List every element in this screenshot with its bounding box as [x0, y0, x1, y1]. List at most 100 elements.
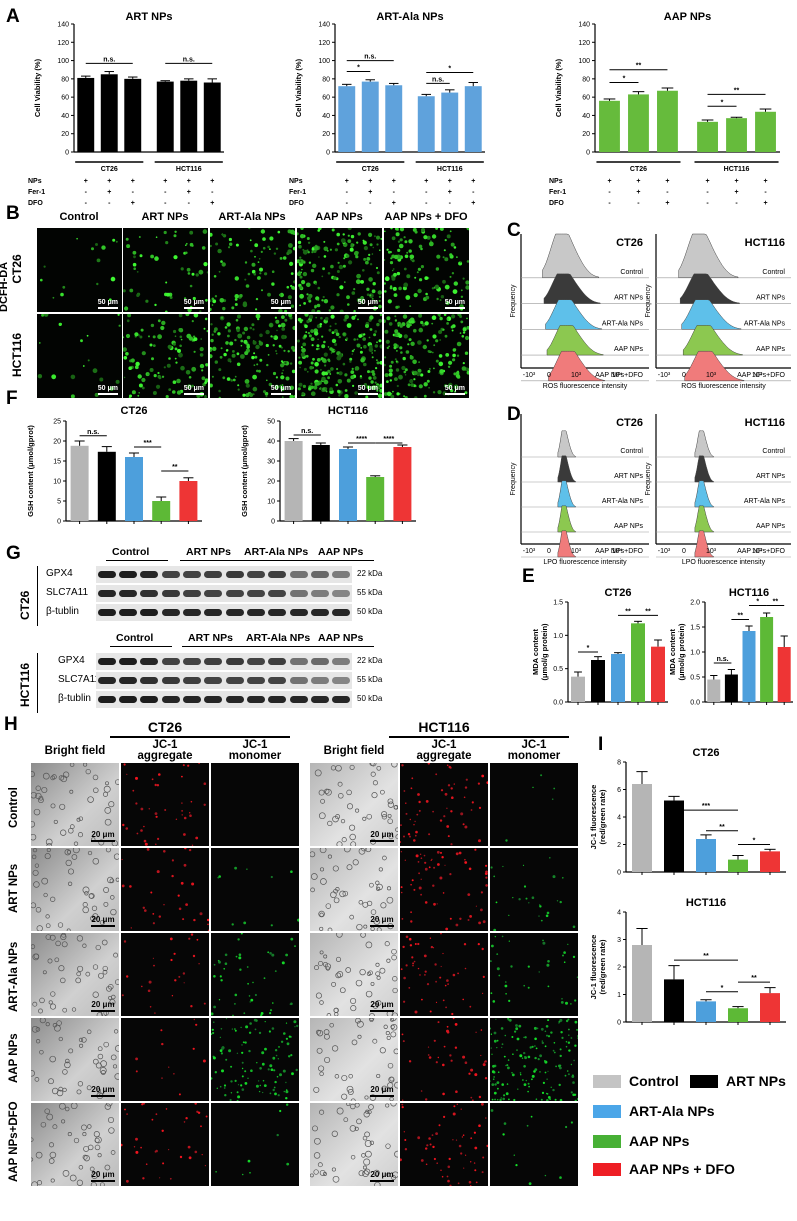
row-mark: +: [131, 178, 135, 185]
sig-label: **: [773, 599, 779, 606]
bar: [441, 92, 459, 152]
sig-label: *: [721, 99, 724, 106]
bar: [338, 86, 356, 152]
row-mark: +: [163, 178, 167, 185]
cell-dots: [489, 935, 579, 1005]
blot-group-label: ART NPs: [186, 546, 231, 558]
row-mark: +: [734, 189, 738, 196]
blot-band: [225, 677, 244, 684]
row-mark: -: [666, 189, 669, 196]
row-label: DFO: [28, 200, 43, 207]
bright-field-image: 20 μm: [309, 1015, 401, 1104]
kda-label: 50 kDa: [357, 607, 383, 616]
fluorescence-micrograph: 50 μm: [36, 312, 123, 399]
bar: [628, 94, 649, 152]
row-mark: -: [164, 200, 167, 207]
protein-label: β-tublin: [58, 693, 91, 704]
blot-band: [97, 571, 116, 578]
bar: [385, 85, 403, 152]
blot-band: [182, 590, 201, 597]
histogram-label: ART-Ala NPs: [744, 498, 786, 505]
bar: [152, 501, 171, 521]
flow-title: HCT116: [745, 417, 785, 429]
chart-title: HCT116: [328, 405, 368, 417]
row-mark: +: [187, 189, 191, 196]
blot-band: [97, 658, 116, 665]
blot-band: [246, 696, 265, 703]
blot-band: [140, 590, 159, 597]
row-label: Fer-1: [289, 189, 306, 196]
histogram-label: AAP NPs+DFO: [737, 548, 785, 555]
y-tick-label: 80: [322, 76, 330, 83]
histogram-peak: [681, 299, 742, 330]
scale-text: 20 μm: [370, 915, 394, 924]
cell-dots: [297, 312, 384, 400]
bar: [728, 859, 748, 872]
y-tick-label: 60: [61, 95, 69, 102]
bar: [339, 449, 357, 521]
panel-letter-h: H: [4, 714, 18, 735]
bar: [657, 90, 678, 152]
scale-text: 20 μm: [370, 1085, 394, 1094]
cell-dots: [121, 933, 206, 1014]
y-tick-label: 2: [617, 842, 621, 849]
row-mark: +: [471, 200, 475, 207]
legend-label: Control: [629, 1073, 679, 1089]
column-label: ART-Ala NPs: [218, 211, 286, 223]
row-mark: -: [425, 200, 428, 207]
blot-band: [161, 571, 180, 578]
row-mark: +: [210, 178, 214, 185]
blot-band: [332, 590, 351, 597]
scale-bar: [270, 307, 291, 309]
row-mark: +: [392, 178, 396, 185]
scale-bar: [91, 1010, 115, 1012]
y-tick-label: 20: [267, 479, 275, 486]
scale-bar: [97, 393, 118, 395]
bar: [760, 851, 780, 872]
blot-strip: [96, 653, 352, 670]
sig-label: *: [756, 599, 759, 606]
histogram-peak: [543, 273, 601, 304]
blot-group-line: [106, 560, 168, 562]
cell-dots: [122, 762, 207, 846]
y-tick-label: 0: [57, 519, 61, 526]
column-label: Control: [59, 211, 99, 223]
jc1-aggregate-image: [399, 1017, 489, 1102]
flow-title: CT26: [616, 237, 643, 249]
row-mark: -: [346, 189, 349, 196]
blot-band: [161, 590, 180, 597]
legend-label: ART-Ala NPs: [629, 1103, 715, 1119]
cell-dots: [295, 225, 383, 314]
cell-dots: [490, 857, 576, 932]
blot-band: [289, 696, 308, 703]
fluorescence-micrograph: 50 μm: [295, 225, 383, 314]
y-tick-label: 2.0: [690, 600, 700, 607]
scale-text: 50 μm: [444, 299, 465, 306]
blot-band: [118, 677, 137, 684]
y-tick-label: 0: [271, 519, 275, 526]
blot-band: [140, 609, 159, 616]
y-axis-label: GSH content (μmol/gprot): [240, 425, 249, 517]
y-tick-label: 0.5: [553, 666, 563, 673]
group-label: CT26: [362, 166, 379, 173]
protein-label: β-tublin: [46, 606, 79, 617]
cell-dots: [505, 774, 556, 842]
row-mark: +: [734, 178, 738, 185]
y-tick-label: 1.0: [690, 650, 700, 657]
blot-band: [118, 658, 137, 665]
y-tick-label: 0: [617, 870, 621, 877]
bar: [464, 86, 482, 152]
legend-swatch: [593, 1104, 621, 1118]
y-tick-label: 120: [57, 40, 69, 47]
panel-letter-i: I: [598, 734, 603, 755]
scale-text: 20 μm: [91, 830, 115, 839]
y-axis-label: GSH content (μmol/gprot): [26, 425, 35, 517]
bar: [760, 617, 774, 702]
bar: [726, 118, 747, 152]
x-tick-label: -10³: [658, 548, 671, 555]
legend-swatch: [690, 1074, 718, 1088]
blot-band: [225, 609, 244, 616]
sig-label: n.s.: [183, 56, 195, 63]
image-row-label: AAP NPs+DFO: [8, 1101, 20, 1182]
